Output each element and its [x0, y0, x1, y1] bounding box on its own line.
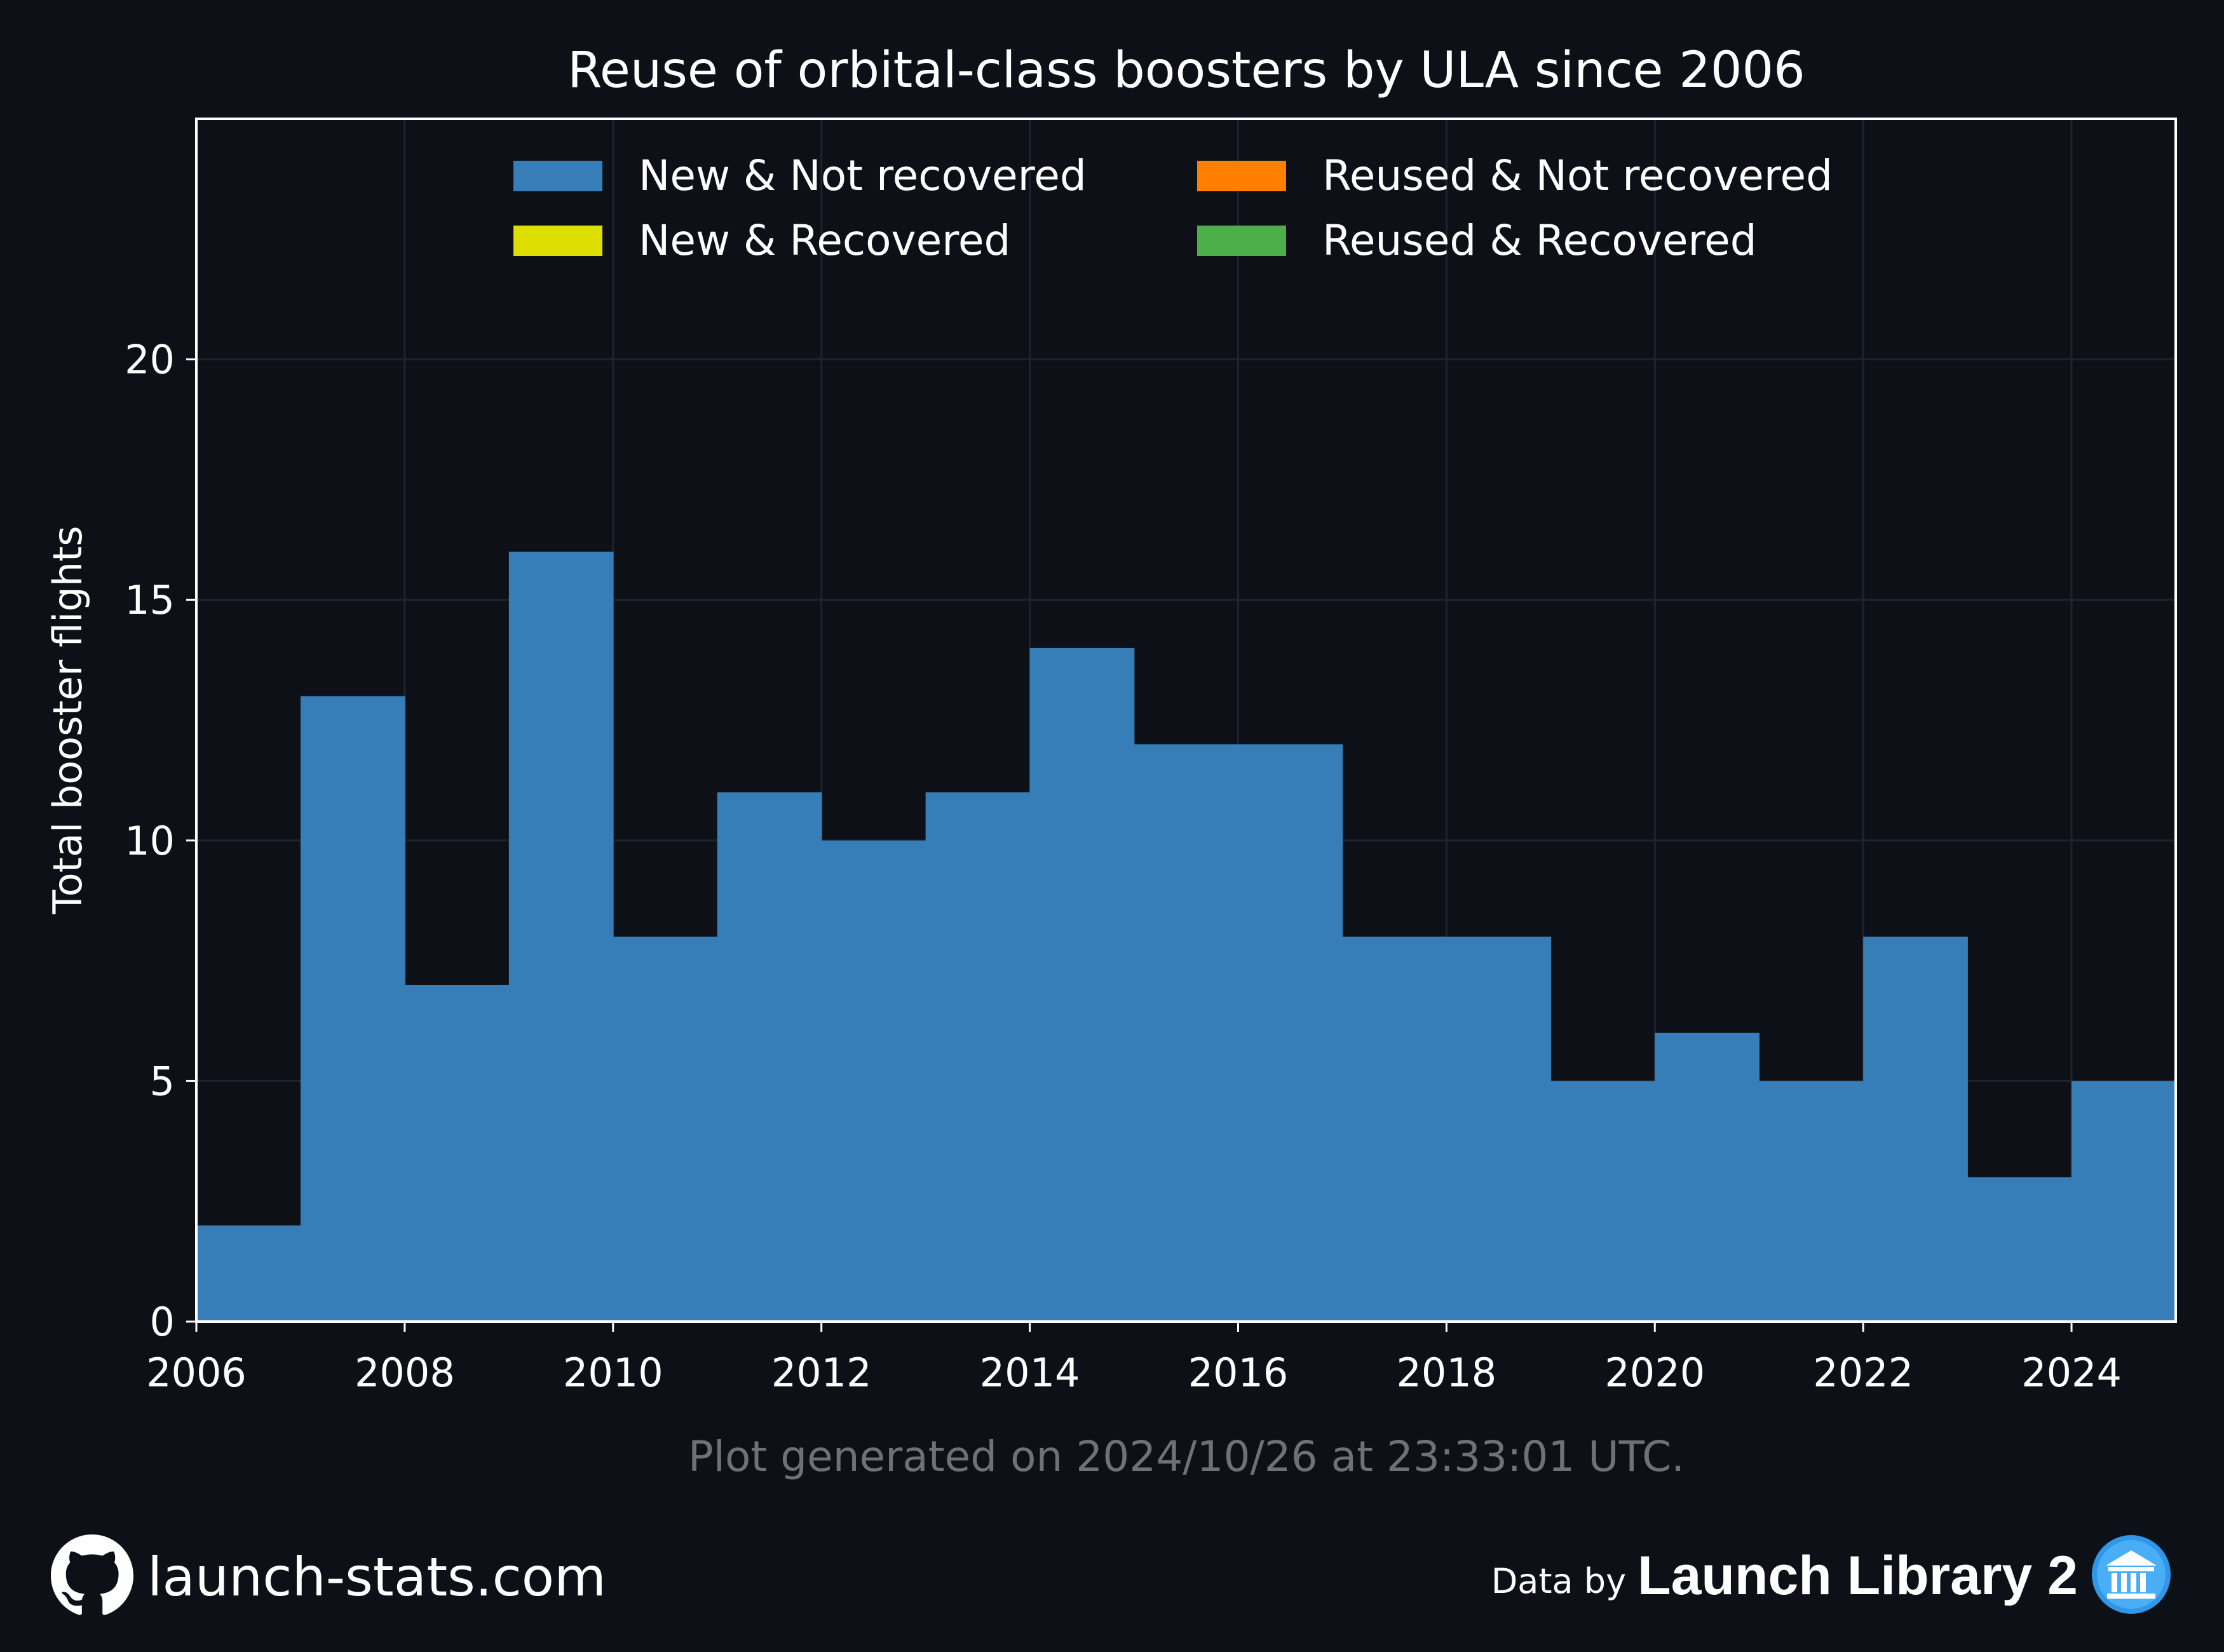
- library-icon: [2089, 1533, 2173, 1619]
- legend-label: Reused & Not recovered: [1322, 151, 1833, 200]
- bar: [1550, 1081, 1656, 1322]
- y-tick-label: 0: [150, 1299, 175, 1345]
- x-tick-label: 2014: [980, 1350, 1080, 1396]
- bar: [1863, 937, 1968, 1322]
- bar: [1342, 937, 1448, 1322]
- bar: [1446, 937, 1552, 1322]
- y-tick-label: 10: [125, 818, 175, 864]
- legend-swatch: [1197, 226, 1286, 256]
- footer-attribution: Data by Launch Library 2: [1491, 1533, 2173, 1619]
- github-icon: [51, 1534, 133, 1620]
- chart-title: Reuse of orbital-class boosters by ULA s…: [567, 42, 1805, 99]
- y-axis: 0 5 10 15 20: [125, 337, 196, 1345]
- bar: [1029, 647, 1135, 1322]
- bar: [613, 937, 718, 1322]
- bar: [717, 792, 822, 1322]
- bar: [404, 984, 510, 1322]
- y-axis-label: Total booster flights: [44, 525, 91, 914]
- legend-label: New & Not recovered: [639, 151, 1087, 200]
- legend-swatch: [513, 161, 602, 191]
- legend: New & Not recovered New & Recovered Reused…: [513, 151, 1833, 265]
- x-tick-label: 2016: [1188, 1350, 1289, 1396]
- x-tick-label: 2020: [1604, 1350, 1705, 1396]
- x-tick-label: 2022: [1813, 1350, 1913, 1396]
- bar: [1655, 1032, 1760, 1322]
- bar: [196, 1225, 301, 1322]
- bar: [1759, 1081, 1864, 1322]
- x-tick-label: 2006: [146, 1350, 247, 1396]
- source-name[interactable]: Launch Library 2: [1637, 1545, 2078, 1606]
- bar: [925, 792, 1031, 1322]
- x-tick-label: 2010: [563, 1350, 663, 1396]
- bar: [1238, 744, 1343, 1322]
- bar: [1134, 744, 1239, 1322]
- x-axis: 2006 2008 2010 2012 2014 2016 2018 2020 2022 2024: [146, 1322, 2122, 1396]
- footer-site[interactable]: launch-stats.com: [51, 1534, 606, 1620]
- legend-label: Reused & Recovered: [1322, 216, 1757, 265]
- bars: [196, 552, 2176, 1322]
- plot-frame: [195, 118, 2177, 1323]
- x-tick-label: 2012: [771, 1350, 872, 1396]
- legend-label: New & Recovered: [639, 216, 1010, 265]
- x-tick-label: 2018: [1396, 1350, 1496, 1396]
- site-link[interactable]: launch-stats.com: [147, 1546, 606, 1608]
- bar: [2071, 1081, 2176, 1322]
- y-tick-label: 15: [125, 577, 175, 623]
- bar: [1967, 1177, 2072, 1322]
- bar: [821, 840, 926, 1322]
- bar: [300, 696, 405, 1322]
- legend-swatch: [1197, 161, 1286, 191]
- y-tick-label: 5: [150, 1058, 175, 1104]
- bar: [508, 552, 614, 1322]
- y-tick-label: 20: [125, 337, 175, 383]
- legend-swatch: [513, 226, 602, 256]
- data-by-label: Data by: [1491, 1561, 1627, 1601]
- x-tick-label: 2008: [355, 1350, 455, 1396]
- generated-note: Plot generated on 2024/10/26 at 23:33:01…: [688, 1432, 1685, 1481]
- x-tick-label: 2024: [2021, 1350, 2122, 1396]
